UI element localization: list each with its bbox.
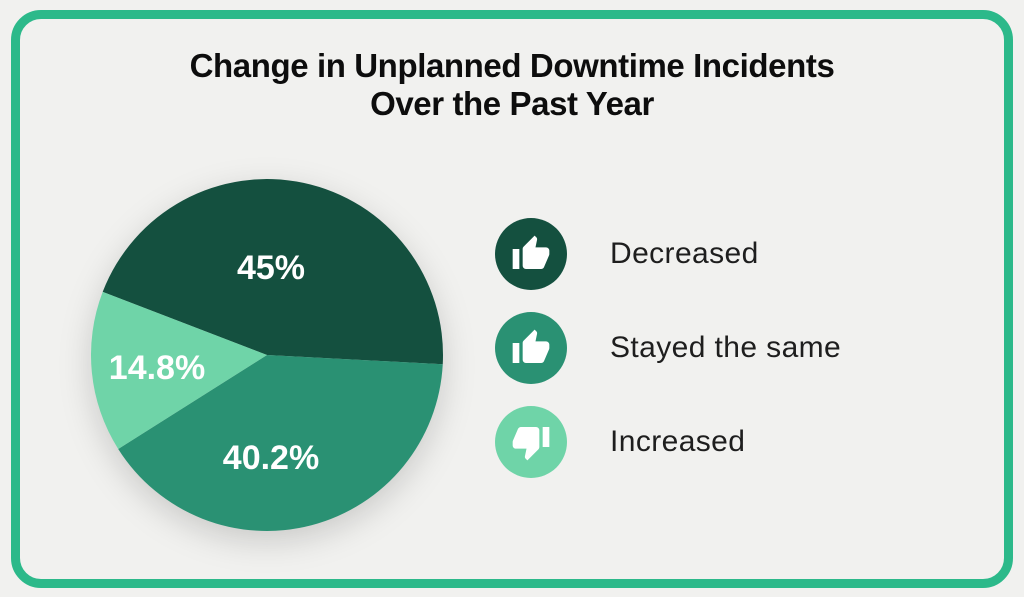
chart-title: Change in Unplanned Downtime Incidents O… (0, 47, 1024, 123)
legend-item-stayed-the-same: Stayed the same (495, 312, 841, 384)
pie-slice-increased (91, 291, 268, 449)
pie-chart-container: 45% 40.2% 14.8% (87, 175, 447, 535)
legend-marker (495, 312, 567, 384)
thumbs-down-icon (512, 427, 550, 461)
pie-slice-value-label: 45% (237, 249, 305, 287)
legend-label: Increased (610, 425, 746, 458)
legend-label: Stayed the same (610, 331, 842, 364)
chart-title-line2: Over the Past Year (370, 85, 654, 122)
legend-item-decreased: Decreased (495, 218, 841, 290)
legend-marker (495, 406, 567, 478)
pie-slice-value-label: 14.8% (109, 349, 205, 387)
pie-chart: 45% 40.2% 14.8% (91, 179, 444, 531)
thumbs-up-icon (512, 329, 550, 363)
legend-label: Decreased (610, 237, 759, 270)
thumbs-up-icon (512, 235, 550, 269)
pie-slice-decreased (102, 179, 444, 365)
pie-slice-value-label: 40.2% (223, 439, 319, 477)
chart-title-line1: Change in Unplanned Downtime Incidents (189, 47, 835, 84)
legend-marker (495, 218, 567, 290)
legend-item-increased: Increased (495, 406, 841, 478)
pie-slice-stayed-the-same (118, 355, 443, 531)
legend: Decreased Stayed the same Increased (495, 218, 841, 500)
